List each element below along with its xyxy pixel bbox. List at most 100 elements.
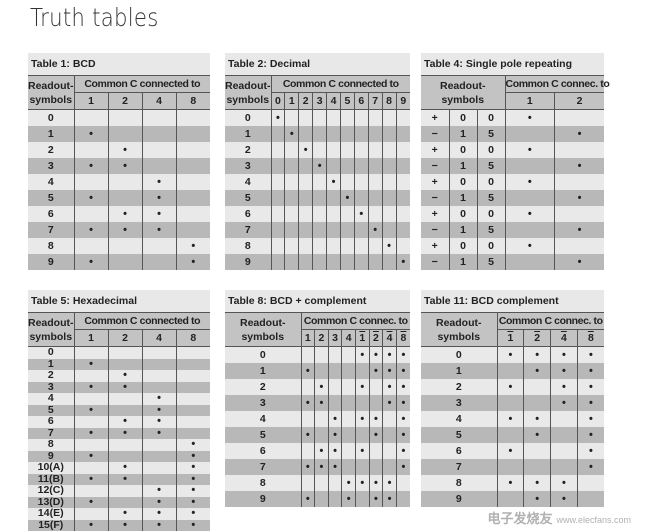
empty-cell [326,222,341,238]
readout-symbol: 3 [225,158,271,174]
empty-cell [523,395,551,411]
table-row: 6 • • [28,206,210,222]
column-header-4: 4 [141,92,176,110]
dot-mark: • [298,142,313,158]
dot-mark: • [327,443,342,459]
table-title: Table 1: BCD [28,53,210,75]
empty-cell [270,190,285,206]
header-row: Readout-symbols Common C connected to [28,312,210,347]
dot-mark: • [73,158,108,174]
table-row: 1 • • • [421,363,604,379]
empty-cell [353,174,369,190]
table-row: +0 0 • [421,109,604,126]
empty-cell [175,393,210,405]
column-header-8-complement: 8 [576,329,604,347]
empty-cell [107,450,142,462]
table-row: 8 • [28,238,210,254]
column-header-5: 5 [339,92,355,110]
table-row: 9 • • [28,254,210,270]
column-header-4: 4 [141,329,176,347]
readout-symbol: 10(A) [28,461,74,474]
dot-mark: • [381,238,397,254]
column-header-1: 1 [73,92,108,110]
empty-cell [395,190,410,206]
empty-cell [576,491,604,507]
empty-cell [550,443,578,459]
dot-mark: • [314,379,329,395]
readout-symbol: + [421,142,449,158]
table-row: 3 • • [421,395,604,411]
dot-mark: • [300,491,315,507]
dot-mark: • [141,206,176,222]
empty-cell [341,443,356,459]
dot-mark: • [367,222,383,238]
table-row: 0 [28,109,210,126]
dot-mark: • [382,346,397,363]
dot-mark: • [550,379,578,395]
empty-cell [326,254,341,270]
dot-mark: • [141,174,176,190]
readout-header-line: symbols [441,93,485,106]
dot-mark: • [175,238,210,254]
dot-mark: • [326,174,341,190]
readout-symbol: 0 [225,346,301,363]
column-header-1: 1 [300,329,315,347]
table-row: 0 • [225,109,410,126]
table-row: 4 • • • [421,411,604,427]
empty-cell [141,142,176,158]
table-row: −1 5 • [421,158,604,174]
table-row: 2 • [225,142,410,158]
dot-mark: • [576,379,604,395]
empty-cell [314,427,329,443]
empty-cell [554,174,604,190]
dot-mark: • [175,450,210,462]
empty-cell [175,190,210,206]
table-row: 5 • • [421,427,604,443]
empty-cell [395,174,410,190]
readout-symbol: 0 [448,174,477,190]
dot-mark: • [300,459,315,475]
empty-cell [339,158,355,174]
readout-symbol: 6 [225,206,271,222]
empty-cell [298,158,313,174]
table-row: 5 • • [28,404,210,416]
table-row: 9 • • • • [225,491,410,507]
dot-mark: • [368,363,383,379]
empty-cell [326,126,341,142]
readout-symbol: 0 [476,206,506,222]
truth-table: Readout-symbols Common C connected to 1 2 4 8… [28,75,210,270]
empty-cell [395,109,410,126]
readout-header-line: Readout- [28,316,74,329]
empty-cell [381,254,397,270]
truth-table: Readout-symbols Common C connec. to 1 2 3 4 1 2… [225,312,410,507]
empty-cell [175,404,210,416]
empty-cell [270,158,285,174]
empty-cell [175,416,210,428]
readout-symbol: 1 [421,363,497,379]
readout-symbol: 0 [476,174,506,190]
empty-cell [395,222,410,238]
readout-symbol: 4 [28,392,74,405]
empty-cell [107,358,142,370]
empty-cell [107,346,142,359]
dot-mark: • [355,379,370,395]
empty-cell [395,238,410,254]
empty-cell [175,109,210,126]
readout-symbol: 2 [421,379,497,395]
readout-symbol: 15(F) [28,519,74,531]
readout-symbol: 8 [28,438,74,451]
dot-mark: • [368,427,383,443]
empty-cell [339,222,355,238]
empty-cell [312,190,327,206]
readout-symbol: 8 [225,238,271,254]
empty-cell [523,443,551,459]
table-row: 6 • • [421,443,604,459]
readout-symbol: 2 [225,142,271,158]
dot-mark: • [395,411,410,427]
readout-symbol: 3 [28,158,74,174]
empty-cell [382,411,397,427]
empty-cell [73,439,108,451]
group-header: Common C connected to [73,312,210,330]
empty-cell [141,126,176,142]
